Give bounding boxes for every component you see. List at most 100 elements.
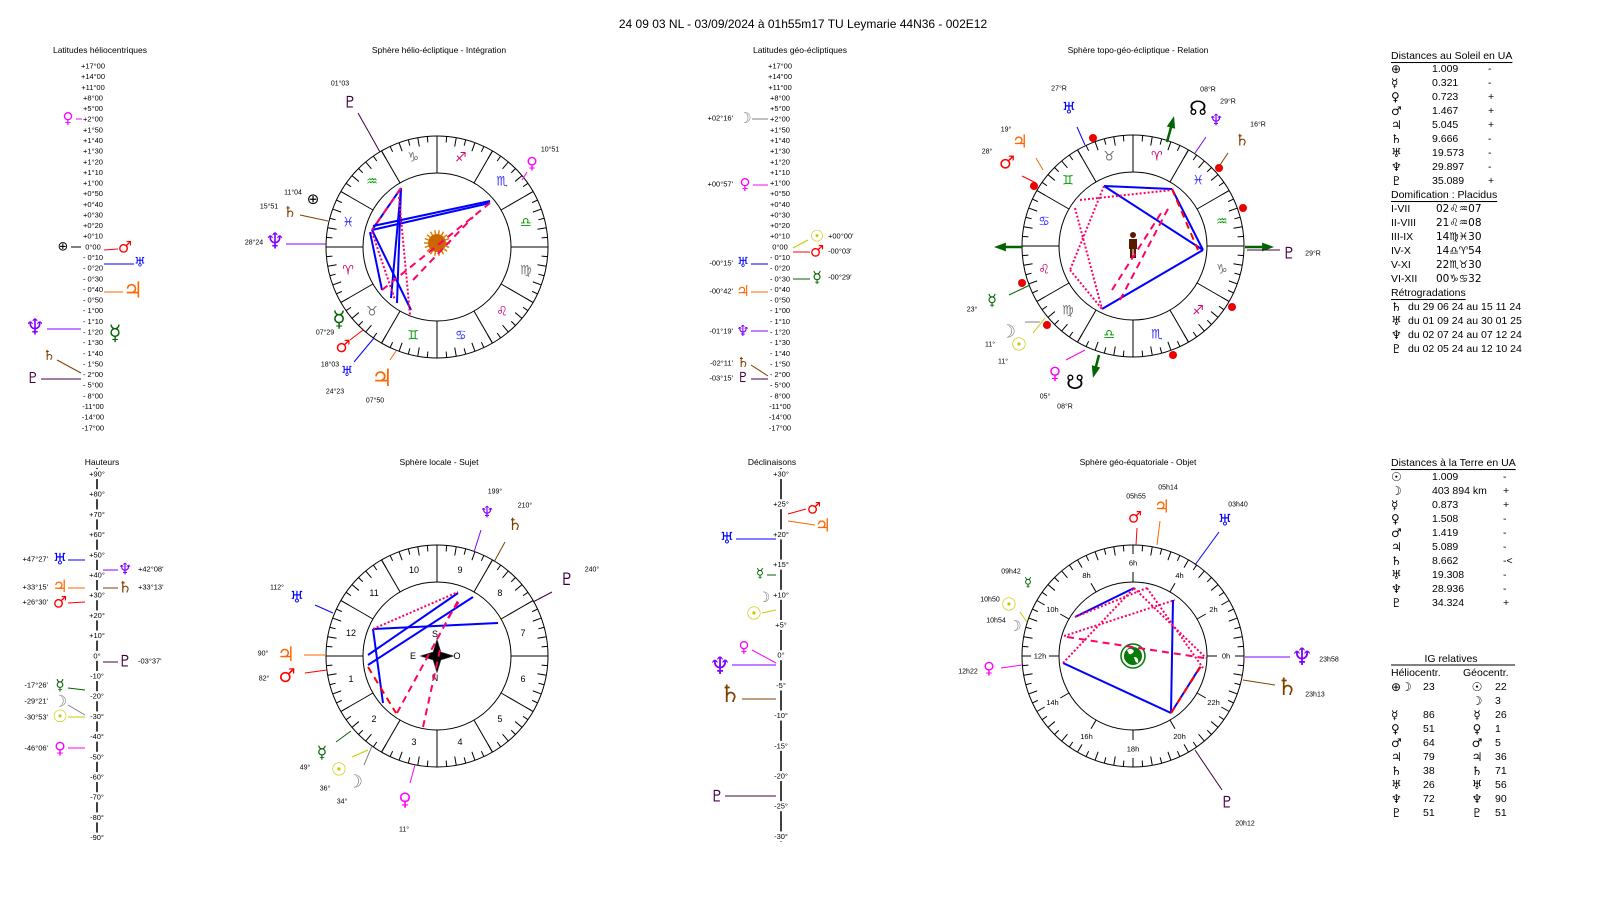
planet-leader-line [314, 604, 334, 614]
degree-tick [1233, 636, 1243, 639]
degree-tick [502, 570, 509, 579]
planet-leader-line [1019, 611, 1028, 623]
planet-leader-line [1008, 284, 1031, 296]
degree-tick [532, 281, 542, 286]
degree-tick [471, 551, 476, 561]
table-direction-sign: - [1488, 77, 1492, 89]
scale-tick-label: +60° [89, 530, 105, 539]
planet-leader-line [1076, 126, 1086, 146]
table-planet-icon: ♆ [1391, 582, 1402, 596]
table-planet-icon: ♅ [1391, 146, 1402, 160]
planet-glyph-icon: ♇ [26, 369, 39, 387]
degree-tick [496, 564, 502, 571]
tick-label-bg [768, 710, 794, 721]
planet-glyph-icon: ♇ [559, 570, 574, 590]
degree-tick [336, 699, 343, 704]
degree-tick [1167, 551, 1172, 561]
planet-glyph-icon: ♀ [983, 659, 995, 678]
degree-tick [1218, 181, 1225, 187]
planet-position-label: 05h14 [1158, 485, 1178, 492]
degree-tick [1061, 570, 1068, 579]
degree-tick [445, 351, 448, 358]
degree-tick [365, 161, 372, 170]
degree-tick [1234, 626, 1241, 630]
planet-position-label: 07°29 [316, 329, 334, 337]
scale-tick-label: - 0°10 [770, 253, 790, 262]
scale-tick-label: +2°00 [83, 115, 103, 124]
degree-tick [327, 636, 337, 639]
planet-glyph-icon: ♄ [1235, 131, 1249, 150]
scale-tick-label: +1°00 [83, 179, 103, 188]
table-planet-icon: ♀ [1473, 722, 1482, 736]
planet-leader-line [1217, 152, 1229, 169]
planet-glyph-icon: ♃ [1012, 132, 1028, 153]
scale-tick-label: +1°20 [83, 157, 103, 166]
table-planet-icon: ♃ [1391, 118, 1402, 132]
degree-tick [541, 645, 548, 648]
degree-tick [1206, 729, 1212, 735]
planet-glyph-icon: ♅ [341, 364, 354, 380]
planet-leader-line [1000, 664, 1023, 669]
sun-ray [443, 248, 448, 252]
ig-value: 26 [1423, 779, 1435, 791]
ig-value: 23 [1423, 681, 1435, 693]
house-cusp-value: 21♌♒08 [1436, 217, 1482, 229]
table-value: 1.467 [1432, 105, 1458, 117]
zodiac-sign-icon: ♏ [496, 174, 508, 189]
degree-tick [1085, 750, 1090, 757]
planet-value: +00°00' [828, 232, 854, 241]
planet-position-label: 11° [985, 341, 995, 349]
sun-ray [443, 234, 448, 238]
planet-glyph-icon: ☋ [1066, 370, 1084, 394]
degree-tick [1113, 546, 1116, 556]
degree-tick [1227, 699, 1234, 704]
aspect-line-major [1103, 185, 1173, 190]
sector-divider [473, 310, 493, 344]
table-value: 1.009 [1432, 471, 1458, 483]
sun-disc [428, 234, 446, 252]
planet-glyph-icon: ♀ [740, 175, 751, 193]
zodiac-sign-icon: ♎ [1103, 327, 1115, 342]
degree-tick [1192, 154, 1198, 161]
planet-glyph-icon: ♇ [737, 370, 750, 386]
planet-leader-line [1135, 527, 1138, 546]
planet-glyph-icon: ☿ [317, 743, 327, 763]
sector-divider [1036, 282, 1070, 302]
sector-divider [381, 310, 401, 344]
planet-position-label: 10h50 [980, 597, 1000, 604]
aspect-line-minor [1133, 587, 1207, 659]
planet-glyph-icon: ♄ [719, 680, 741, 708]
scale-tick-label: - 1°10 [83, 317, 103, 326]
degree-tick [1061, 323, 1068, 332]
degree-tick [538, 626, 545, 630]
degree-tick [389, 555, 394, 562]
aspect-line-minor [1074, 207, 1103, 310]
degree-tick [1025, 272, 1032, 276]
ig-value: 1 [1495, 723, 1501, 735]
scale-tick-label: +30° [773, 470, 789, 479]
compass-label-east: E [410, 651, 416, 661]
planet-position-label: 23° [967, 306, 978, 314]
tick-label-bg [84, 812, 110, 823]
scale-tick-label: - 0°30 [83, 274, 103, 283]
table-planet-icon: ☿ [1391, 498, 1398, 512]
aspect-line-minor [1111, 209, 1164, 291]
planet-position-label: 05h55 [1126, 494, 1146, 501]
aspect-line-major [372, 200, 491, 227]
degree-tick [537, 673, 547, 676]
scale-tick-label: -14°00 [82, 413, 104, 422]
hour-label: 12h [1034, 652, 1047, 661]
degree-tick [510, 577, 516, 583]
tick-label-bg [768, 559, 794, 570]
planet-glyph-icon: ♂ [118, 238, 132, 257]
planet-value: -29°21' [24, 697, 48, 706]
degree-tick [463, 348, 467, 355]
table-planet-icon: ☽ [1391, 484, 1402, 498]
planet-position-label: 240° [585, 566, 600, 574]
tick-label-bg [84, 630, 110, 641]
planet-glyph-icon: ☿ [812, 268, 822, 287]
sun-ray [445, 237, 450, 241]
degree-tick [365, 733, 372, 742]
degree-tick [1122, 135, 1125, 142]
